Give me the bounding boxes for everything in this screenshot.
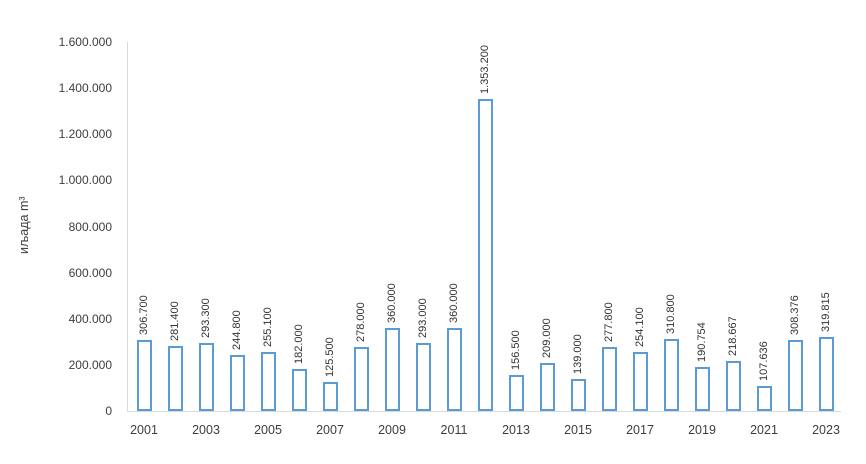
bar: [818, 337, 834, 411]
bar: [229, 354, 245, 411]
bar: [353, 346, 369, 411]
bar: [167, 346, 183, 411]
x-axis-tick-label: 2007: [316, 423, 344, 437]
x-axis-tick-label: 2023: [812, 423, 840, 437]
bar-value-label: 139.000: [571, 334, 584, 374]
bar: [446, 327, 462, 411]
bar: [322, 382, 338, 411]
bar-value-label: 255.100: [261, 307, 274, 348]
bar-value-label: 360.000: [447, 283, 460, 323]
bar: [787, 339, 803, 411]
x-axis-tick-label: 2013: [502, 423, 530, 437]
bar-value-label: 277.800: [602, 302, 615, 342]
bar: [198, 343, 214, 411]
bar-value-label: 281.400: [168, 301, 181, 342]
bar: [570, 378, 586, 411]
bar: [508, 374, 524, 411]
bar: [694, 367, 710, 411]
x-axis-tick-label: 2015: [564, 423, 592, 437]
bar-value-label: 360.000: [385, 283, 398, 323]
y-axis-tick-label: 1.200.000: [58, 127, 112, 142]
bar-value-label: 293.300: [199, 298, 212, 339]
bar-value-label: 190.754: [695, 322, 708, 362]
bar-value-label: 278.000: [354, 302, 367, 342]
y-axis-tick-label: 800.000: [68, 219, 112, 234]
bar-value-label: 125.500: [323, 337, 336, 378]
y-axis-line: [127, 42, 128, 411]
y-axis-tick-label: 400.000: [68, 311, 112, 326]
bar-value-label: 244.800: [230, 309, 243, 350]
bar-value-label: 209.000: [540, 318, 553, 358]
bar: [725, 360, 741, 411]
x-axis-tick-label: 2019: [688, 423, 716, 437]
bar: [415, 343, 431, 411]
bar-value-label: 156.500: [509, 330, 522, 370]
x-axis-tick-label: 2021: [750, 423, 778, 437]
bar-value-label: 306.700: [137, 295, 150, 336]
y-axis-tick-label: 600.000: [68, 265, 112, 280]
bar-value-label: 107.636: [757, 341, 770, 382]
y-axis-tick-label: 1.600.000: [58, 35, 112, 49]
bar-value-label: 254.100: [633, 307, 646, 348]
bar: [756, 386, 772, 411]
bar-value-label: 310.800: [664, 294, 677, 335]
bar: [291, 369, 307, 411]
bar-value-label: 1.353.200: [478, 44, 491, 94]
bar: [136, 340, 152, 411]
bar: [632, 352, 648, 411]
x-axis-tick-label: 2017: [626, 423, 654, 437]
bar: [384, 327, 400, 411]
bar-value-label: 293.000: [416, 298, 429, 339]
x-axis-tick-label: 2009: [378, 423, 406, 437]
bar-value-label: 308.376: [788, 295, 801, 335]
y-axis-tick-label: 200.000: [68, 357, 112, 372]
bar: [477, 98, 493, 411]
bar-value-label: 182.000: [292, 324, 305, 365]
x-axis-tick-label: 2005: [254, 423, 282, 437]
y-axis-tick-label: 0: [105, 404, 112, 418]
y-axis-tick-label: 1.000.000: [58, 173, 112, 188]
x-axis-tick-label: 2003: [192, 423, 220, 437]
x-axis-line: [127, 411, 841, 412]
x-axis-tick-label: 2011: [440, 423, 468, 437]
bar: [260, 352, 276, 411]
bar: [663, 339, 679, 411]
x-axis-tick-label: 2001: [130, 423, 158, 437]
bar-value-label: 218.667: [726, 315, 739, 356]
y-axis-tick-label: 1.400.000: [58, 81, 112, 96]
bar-value-label: 319.815: [819, 292, 832, 333]
bar: [601, 346, 617, 411]
bar: [539, 362, 555, 411]
